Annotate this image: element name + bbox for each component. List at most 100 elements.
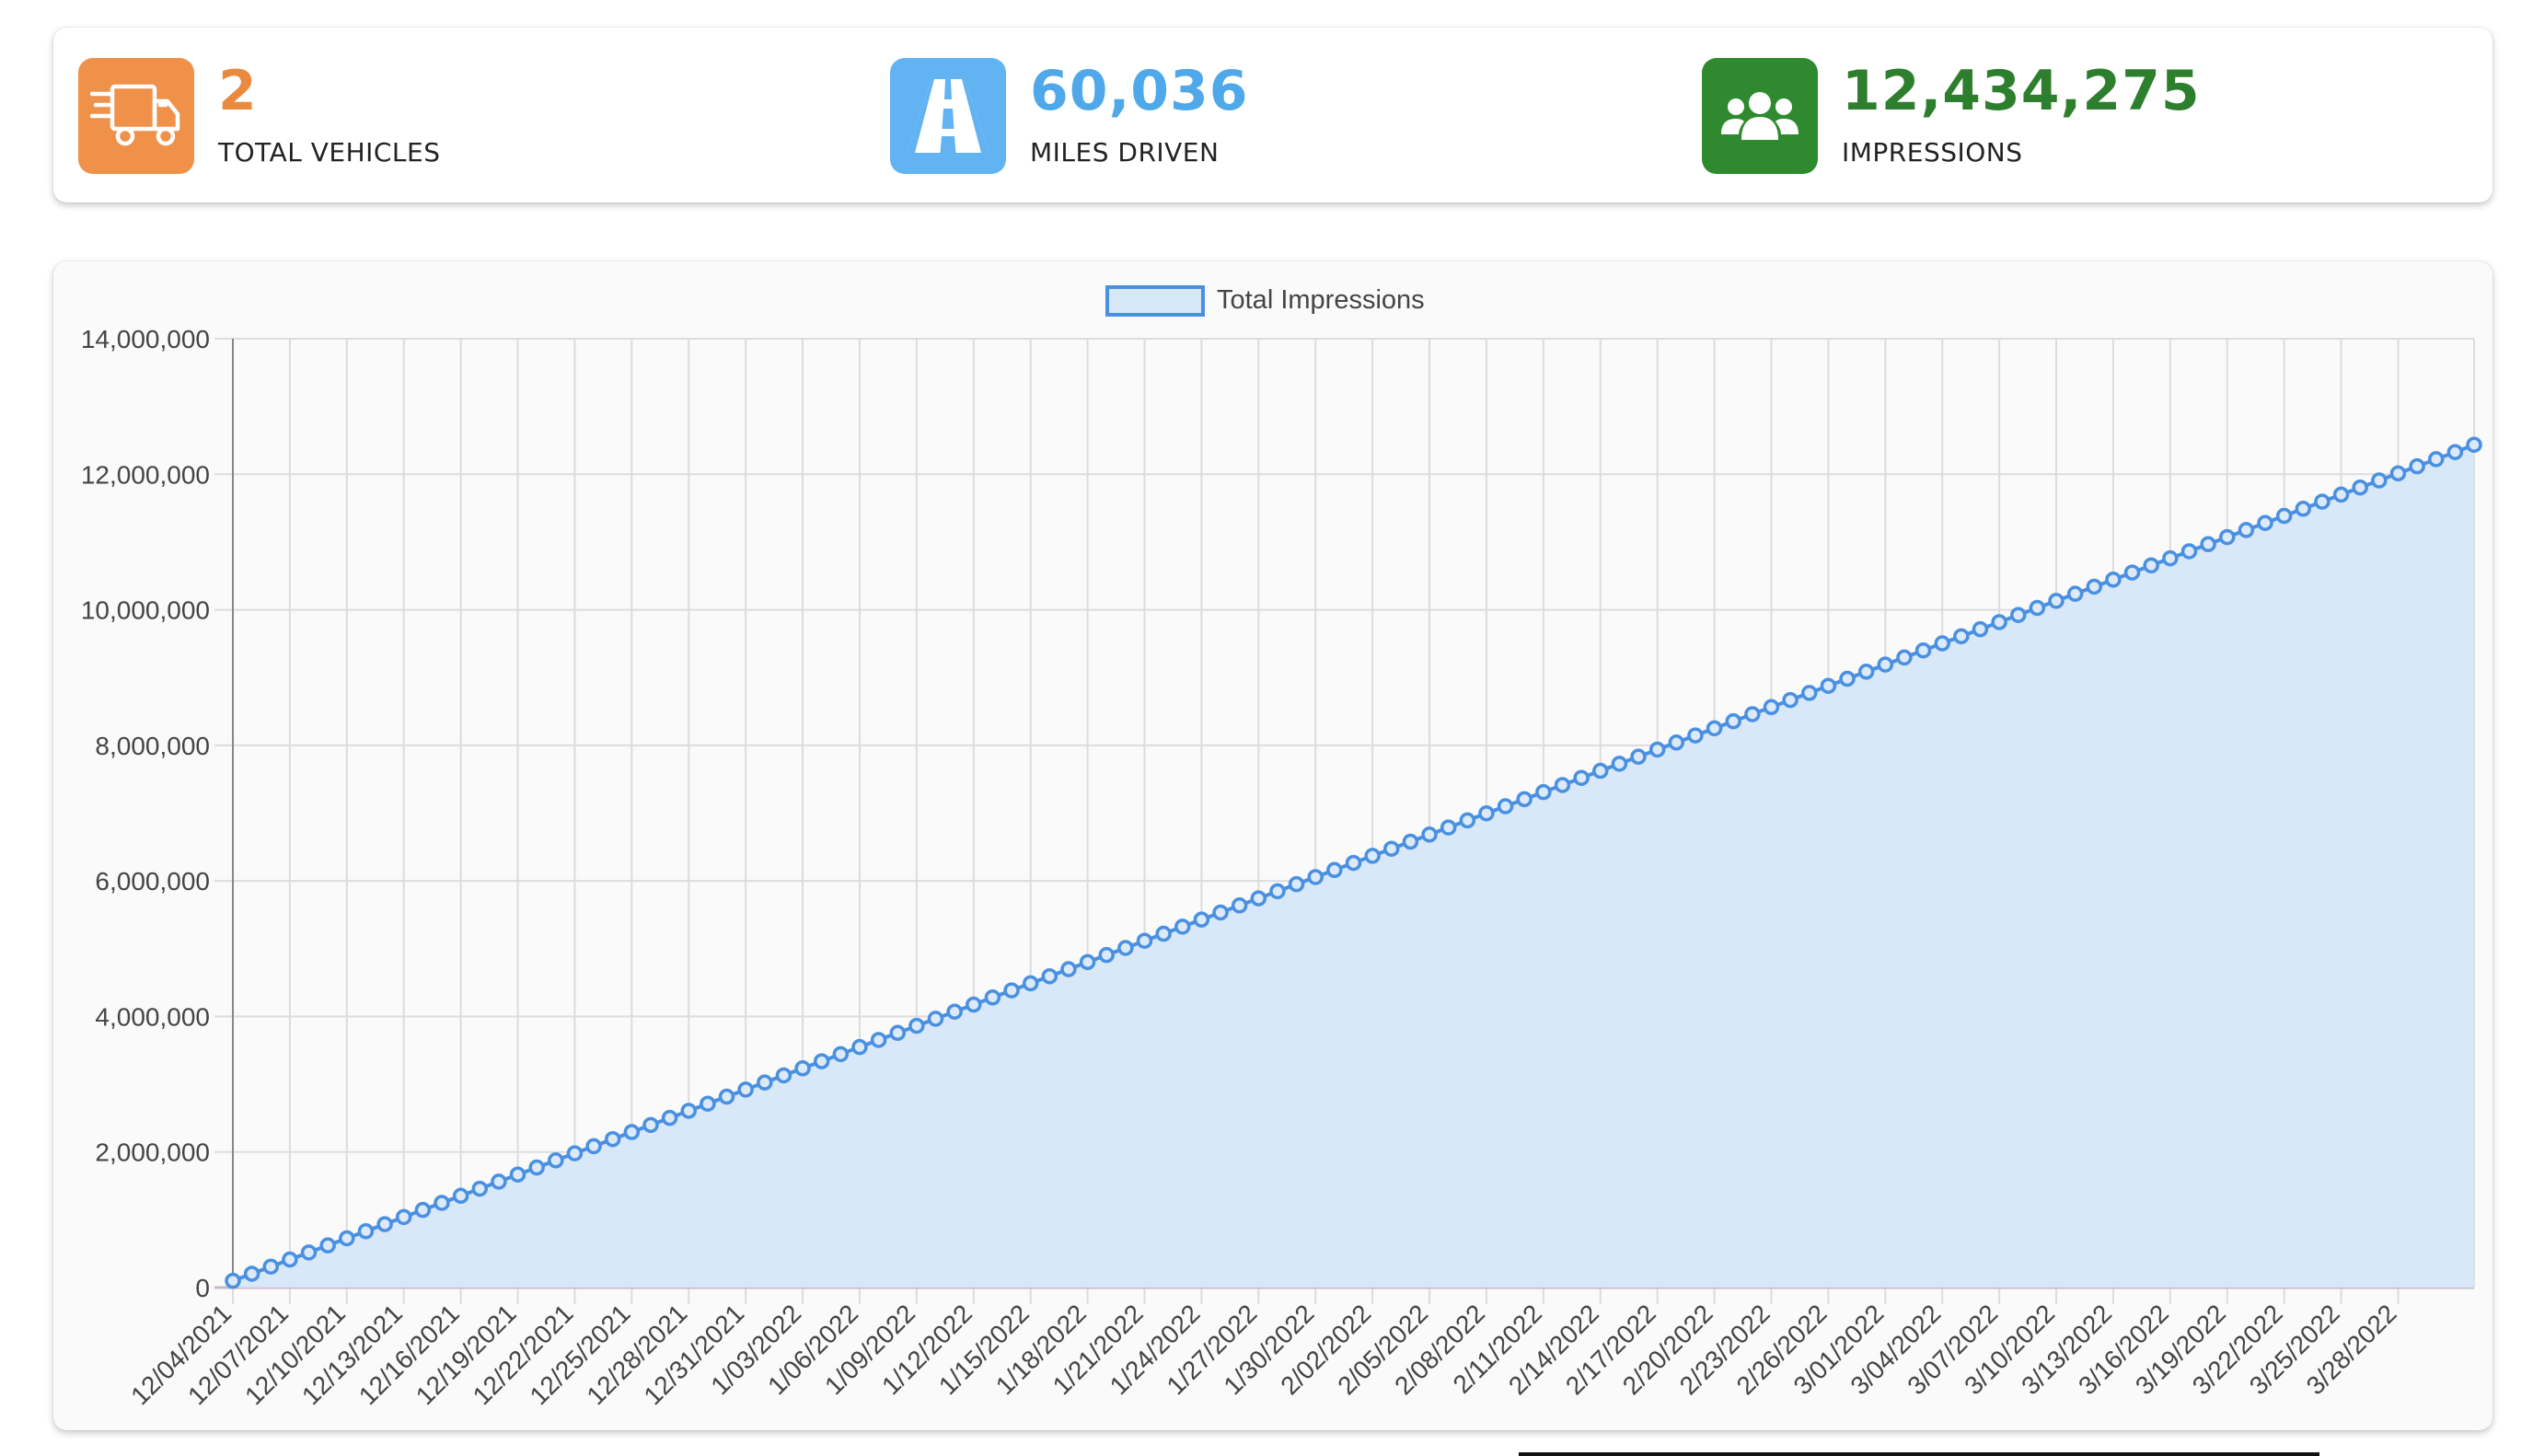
data-point [1877,656,1894,673]
data-point [1383,840,1400,857]
bottom-scrollbar[interactable] [1519,1452,2319,1456]
data-point [300,1244,318,1261]
total-vehicles-value: 2 [218,59,258,123]
data-point [2409,457,2425,475]
y-tick-label: 14,000,000 [81,325,210,353]
miles-driven-label: MILES DRIVEN [1030,137,1220,168]
data-point [927,1011,944,1027]
data-point [2314,493,2331,510]
data-point [2389,465,2407,482]
data-point [1857,664,1875,680]
users-icon [1702,58,1818,174]
data-point [757,1074,773,1091]
data-point [2352,479,2368,496]
data-point [2275,507,2293,525]
data-point [1421,826,1438,843]
data-point [813,1053,830,1069]
data-point [471,1180,489,1197]
data-point [1269,883,1286,900]
y-tick-label: 12,000,000 [81,460,210,489]
data-point [566,1145,584,1161]
data-point [966,996,982,1013]
data-point [243,1265,260,1282]
data-point [623,1124,641,1140]
data-point [1820,677,1837,694]
data-point [946,1003,963,1020]
data-point [357,1223,375,1240]
data-point [2332,486,2350,503]
data-point [2029,599,2046,617]
data-point [1459,812,1476,829]
data-point [1364,848,1381,864]
data-point [1573,769,1590,786]
data-point [225,1272,241,1289]
data-point [1991,614,2007,630]
data-point [414,1201,432,1219]
data-point [1535,783,1552,801]
data-point [2427,451,2445,468]
miles-driven-value: 60,036 [1030,59,1249,123]
y-tick-label: 0 [195,1274,210,1302]
data-point [1060,961,1077,977]
data-point [1193,911,1210,928]
data-point [642,1116,659,1134]
total-vehicles-label: TOTAL VEHICLES [218,137,441,168]
data-point [851,1038,868,1056]
data-point [1914,641,1932,659]
data-point [1402,833,1419,850]
data-point [2162,549,2179,567]
y-tick-label: 6,000,000 [95,867,210,896]
data-point [775,1067,792,1084]
data-point [1231,897,1248,914]
data-point [262,1258,280,1275]
road-icon [890,58,1006,174]
legend-label: Total Impressions [1217,285,1425,315]
data-point [661,1109,678,1127]
data-point [2180,543,2198,560]
data-point [1440,819,1457,836]
data-point [1136,932,1153,949]
data-point [2143,557,2159,574]
data-point [528,1159,545,1176]
truck-icon [78,58,194,174]
data-point [2466,436,2482,454]
data-point [2086,578,2103,595]
data-point [1744,706,1761,722]
data-point [984,989,1001,1006]
data-point [2371,472,2388,489]
data-point [1725,712,1741,730]
data-point [376,1216,393,1232]
data-point [1174,919,1191,935]
data-point [2123,564,2141,581]
chart-legend[interactable]: Total Impressions [1105,285,1425,317]
data-point [452,1187,469,1205]
data-point [832,1046,850,1063]
impressions-value: 12,434,275 [1842,59,2201,123]
data-point [1801,685,1818,701]
y-tick-label: 10,000,000 [81,596,210,625]
data-point [2105,572,2122,588]
data-point [1934,635,1950,652]
data-point [1668,734,1685,751]
data-point [434,1195,450,1211]
data-point [1896,649,1913,666]
data-point [1611,756,1628,772]
chart-points [225,436,2482,1289]
data-point [1592,762,1609,780]
data-point [680,1103,698,1119]
data-point [509,1166,526,1183]
x-axis-labels: 12/04/202112/07/202112/10/202112/13/2021… [125,1299,2401,1410]
data-point [1326,861,1343,879]
data-point [2238,522,2255,538]
y-tick-label: 8,000,000 [95,732,210,760]
impressions-label: IMPRESSIONS [1842,137,2023,168]
data-point [585,1138,602,1155]
data-point [2446,444,2464,460]
data-point [1307,869,1324,885]
data-point [1972,620,1989,638]
data-point [1288,875,1305,893]
data-point [1687,727,1704,744]
legend-swatch [1105,285,1205,317]
data-point [548,1152,564,1169]
data-point [1003,982,1020,999]
